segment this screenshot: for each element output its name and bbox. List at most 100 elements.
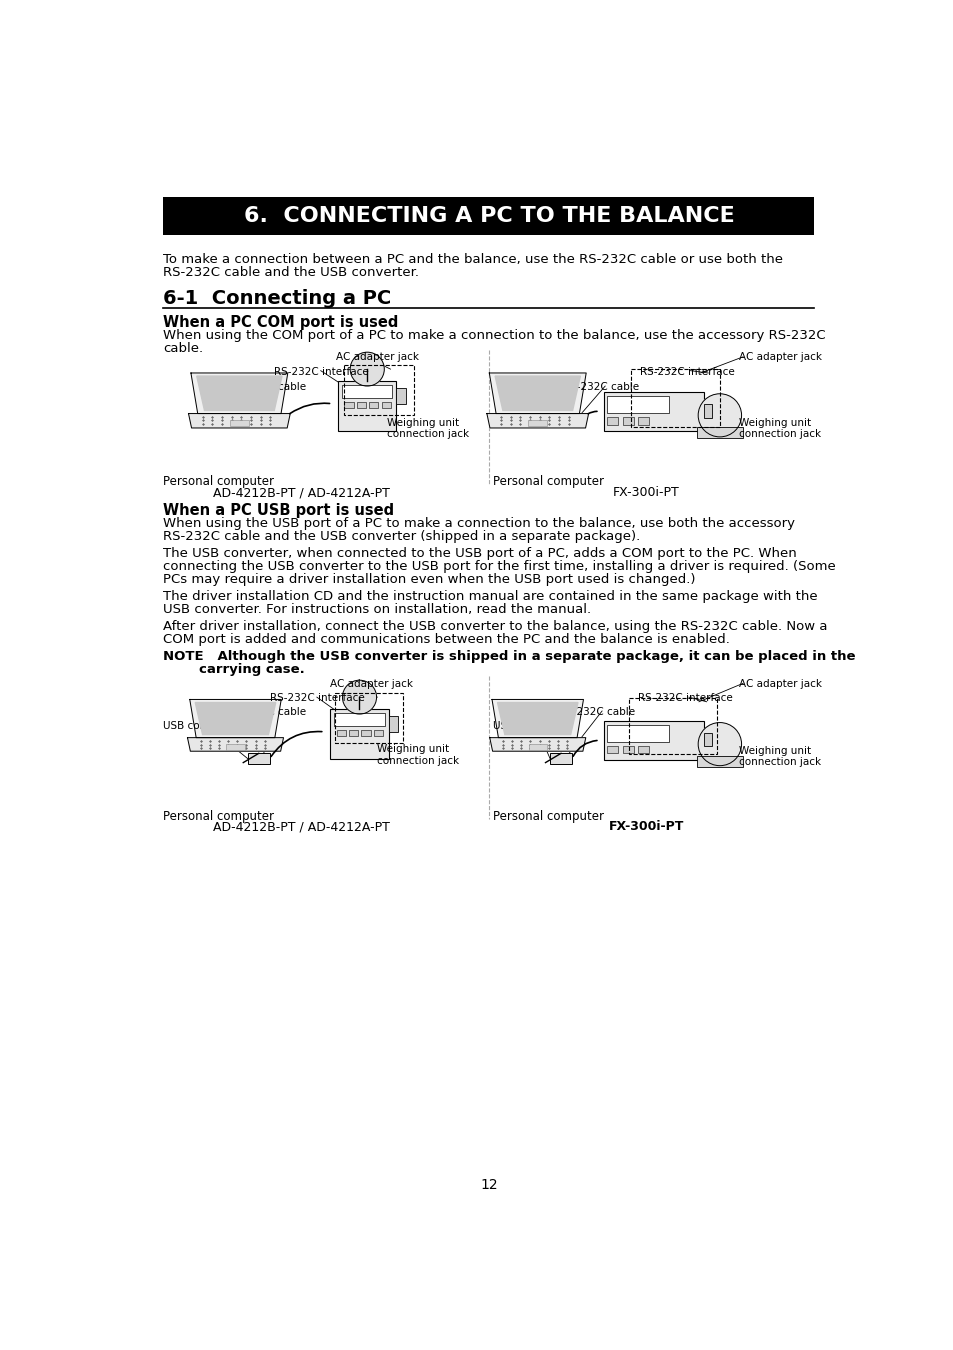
Text: AC adapter jack: AC adapter jack: [335, 352, 418, 362]
Bar: [603, 393, 703, 431]
Bar: [603, 721, 703, 760]
Text: RS-232C cable and the USB converter.: RS-232C cable and the USB converter.: [163, 266, 419, 279]
Text: Weighing unit
connection jack: Weighing unit connection jack: [386, 417, 468, 439]
Text: Personal computer: Personal computer: [493, 810, 603, 822]
Bar: [607, 725, 669, 741]
Text: connecting the USB converter to the USB port for the first time, installing a dr: connecting the USB converter to the USB …: [163, 560, 835, 574]
Text: FX-300i-PT: FX-300i-PT: [608, 821, 683, 833]
Bar: [337, 381, 395, 431]
Text: FX-300i-PT: FX-300i-PT: [612, 486, 679, 500]
Polygon shape: [489, 737, 585, 751]
Bar: [638, 417, 649, 424]
Bar: [696, 756, 742, 767]
Text: 12: 12: [479, 1179, 497, 1192]
Text: RS-232C cable: RS-232C cable: [230, 382, 306, 393]
Bar: [349, 730, 358, 736]
Text: RS-232C cable and the USB converter (shipped in a separate package).: RS-232C cable and the USB converter (shi…: [163, 531, 640, 543]
Text: RS-232C interface: RS-232C interface: [270, 694, 365, 703]
Text: The USB converter, when connected to the USB port of a PC, adds a COM port to th: The USB converter, when connected to the…: [163, 547, 797, 560]
Text: RS-232C interface: RS-232C interface: [274, 367, 369, 377]
Text: AC adapter jack: AC adapter jack: [330, 679, 413, 688]
Bar: [336, 730, 346, 736]
Bar: [330, 709, 388, 759]
Text: AC adapter jack: AC adapter jack: [739, 352, 821, 362]
Bar: [703, 733, 711, 747]
Text: To make a connection between a PC and the balance, use the RS-232C cable or use : To make a connection between a PC and th…: [163, 252, 782, 266]
Text: Personal computer: Personal computer: [163, 810, 274, 822]
Bar: [344, 366, 414, 416]
Text: When using the COM port of a PC to make a connection to the balance, use the acc: When using the COM port of a PC to make …: [163, 329, 825, 342]
Polygon shape: [188, 737, 283, 751]
Bar: [226, 744, 244, 749]
Bar: [607, 396, 669, 413]
Bar: [550, 753, 571, 764]
Text: Weighing unit
connection jack: Weighing unit connection jack: [739, 417, 821, 439]
Bar: [356, 402, 366, 408]
Text: RS-232C interface: RS-232C interface: [639, 367, 734, 377]
Polygon shape: [195, 702, 275, 734]
Text: carrying case.: carrying case.: [199, 663, 305, 676]
Text: AD-4212B-PT / AD-4212A-PT: AD-4212B-PT / AD-4212A-PT: [213, 821, 390, 833]
Text: 6-1  Connecting a PC: 6-1 Connecting a PC: [163, 289, 392, 308]
Circle shape: [342, 680, 376, 714]
Bar: [607, 745, 618, 753]
Polygon shape: [189, 413, 290, 428]
Bar: [528, 420, 547, 427]
Text: USB converter: USB converter: [163, 721, 238, 730]
Text: Personal computer: Personal computer: [493, 475, 603, 489]
Text: RS-232C interface: RS-232C interface: [638, 694, 733, 703]
Bar: [630, 369, 720, 427]
Bar: [395, 389, 405, 404]
Bar: [374, 730, 383, 736]
Polygon shape: [495, 377, 579, 410]
Polygon shape: [190, 699, 281, 737]
Bar: [344, 402, 354, 408]
Text: PCs may require a driver installation even when the USB port used is changed.): PCs may require a driver installation ev…: [163, 574, 695, 586]
Text: cable.: cable.: [163, 342, 203, 355]
Text: NOTE   Although the USB converter is shipped in a separate package, it can be pl: NOTE Although the USB converter is shipp…: [163, 651, 855, 663]
Bar: [622, 417, 633, 424]
Bar: [622, 745, 633, 753]
Bar: [629, 698, 716, 755]
Bar: [388, 717, 397, 732]
Bar: [163, 197, 814, 235]
Polygon shape: [497, 702, 578, 734]
Text: RS-232C cable: RS-232C cable: [558, 707, 635, 717]
Text: 6.  CONNECTING A PC TO THE BALANCE: 6. CONNECTING A PC TO THE BALANCE: [243, 207, 734, 225]
Text: RS-232C cable: RS-232C cable: [562, 382, 638, 393]
Bar: [638, 745, 649, 753]
Bar: [369, 402, 378, 408]
Bar: [342, 385, 392, 398]
Bar: [703, 404, 711, 417]
Text: When a PC COM port is used: When a PC COM port is used: [163, 316, 398, 331]
Text: USB converter: USB converter: [493, 721, 567, 730]
Text: The driver installation CD and the instruction manual are contained in the same : The driver installation CD and the instr…: [163, 590, 817, 603]
Text: AD-4212B-PT / AD-4212A-PT: AD-4212B-PT / AD-4212A-PT: [213, 486, 390, 500]
Bar: [607, 417, 618, 424]
Polygon shape: [486, 413, 588, 428]
Polygon shape: [492, 699, 583, 737]
Text: When using the USB port of a PC to make a connection to the balance, use both th: When using the USB port of a PC to make …: [163, 517, 795, 531]
Text: When a PC USB port is used: When a PC USB port is used: [163, 504, 395, 518]
Bar: [230, 420, 249, 427]
Text: RS-232C cable: RS-232C cable: [230, 707, 306, 717]
Text: Weighing unit
connection jack: Weighing unit connection jack: [739, 745, 821, 767]
Bar: [334, 713, 384, 726]
Polygon shape: [191, 373, 288, 413]
Circle shape: [350, 352, 384, 386]
Circle shape: [698, 722, 740, 765]
Bar: [335, 694, 402, 744]
Bar: [381, 402, 391, 408]
Text: Weighing unit
connection jack: Weighing unit connection jack: [377, 744, 459, 765]
Polygon shape: [489, 373, 585, 413]
Text: USB converter. For instructions on installation, read the manual.: USB converter. For instructions on insta…: [163, 603, 591, 616]
Text: AC adapter jack: AC adapter jack: [739, 679, 821, 688]
Text: COM port is added and communications between the PC and the balance is enabled.: COM port is added and communications bet…: [163, 633, 730, 647]
Bar: [361, 730, 371, 736]
Bar: [248, 753, 270, 764]
Text: After driver installation, connect the USB converter to the balance, using the R: After driver installation, connect the U…: [163, 620, 827, 633]
Polygon shape: [196, 377, 282, 410]
Circle shape: [698, 394, 740, 437]
Bar: [696, 427, 742, 439]
Text: Personal computer: Personal computer: [163, 475, 274, 489]
